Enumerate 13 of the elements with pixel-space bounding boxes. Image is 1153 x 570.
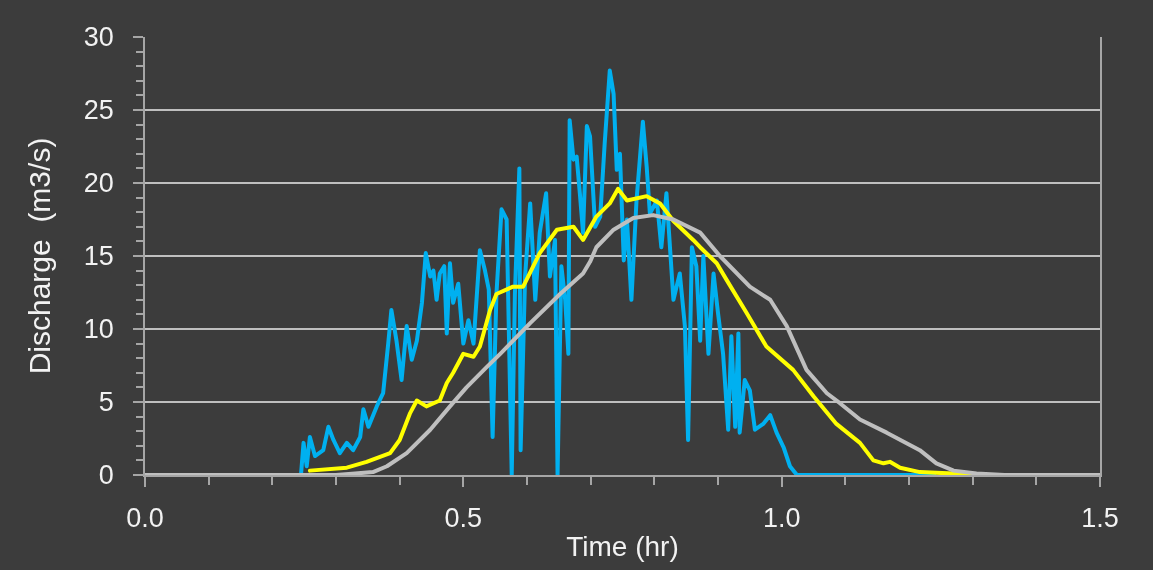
y-tick-label: 5 bbox=[98, 387, 114, 418]
y-axis-title: Discharge (m3/s) bbox=[23, 137, 57, 375]
x-tick-label: 1.0 bbox=[762, 503, 801, 534]
y-tick-label: 30 bbox=[83, 22, 114, 53]
y-tick-label: 15 bbox=[83, 241, 114, 272]
x-axis-title: Time (hr) bbox=[566, 530, 679, 562]
x-tick-label: 0.5 bbox=[444, 503, 483, 534]
y-tick-label: 20 bbox=[83, 168, 114, 199]
x-tick-label: 0.0 bbox=[126, 503, 164, 534]
y-tick-label: 0 bbox=[98, 460, 114, 491]
y-tick-label: 25 bbox=[83, 95, 114, 126]
x-tick-label: 1.5 bbox=[1081, 503, 1119, 534]
y-tick-label: 10 bbox=[83, 314, 114, 345]
